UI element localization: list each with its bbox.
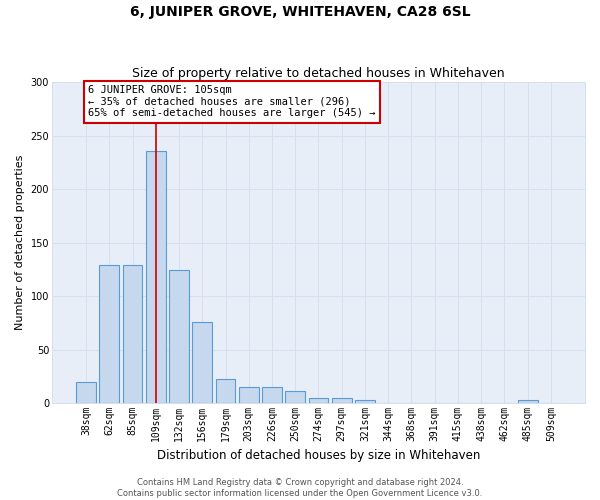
Title: Size of property relative to detached houses in Whitehaven: Size of property relative to detached ho… — [132, 66, 505, 80]
X-axis label: Distribution of detached houses by size in Whitehaven: Distribution of detached houses by size … — [157, 450, 480, 462]
Bar — [193, 322, 212, 403]
Bar — [518, 400, 538, 403]
Bar — [262, 387, 282, 403]
Bar — [355, 400, 375, 403]
Bar — [76, 382, 96, 403]
Bar — [146, 150, 166, 403]
Bar — [169, 270, 189, 403]
Y-axis label: Number of detached properties: Number of detached properties — [15, 155, 25, 330]
Bar — [215, 378, 235, 403]
Bar — [122, 265, 142, 403]
Bar — [286, 392, 305, 403]
Bar — [239, 387, 259, 403]
Text: 6 JUNIPER GROVE: 105sqm
← 35% of detached houses are smaller (296)
65% of semi-d: 6 JUNIPER GROVE: 105sqm ← 35% of detache… — [88, 86, 376, 118]
Bar — [100, 265, 119, 403]
Bar — [332, 398, 352, 403]
Bar — [308, 398, 328, 403]
Text: Contains HM Land Registry data © Crown copyright and database right 2024.
Contai: Contains HM Land Registry data © Crown c… — [118, 478, 482, 498]
Text: 6, JUNIPER GROVE, WHITEHAVEN, CA28 6SL: 6, JUNIPER GROVE, WHITEHAVEN, CA28 6SL — [130, 5, 470, 19]
